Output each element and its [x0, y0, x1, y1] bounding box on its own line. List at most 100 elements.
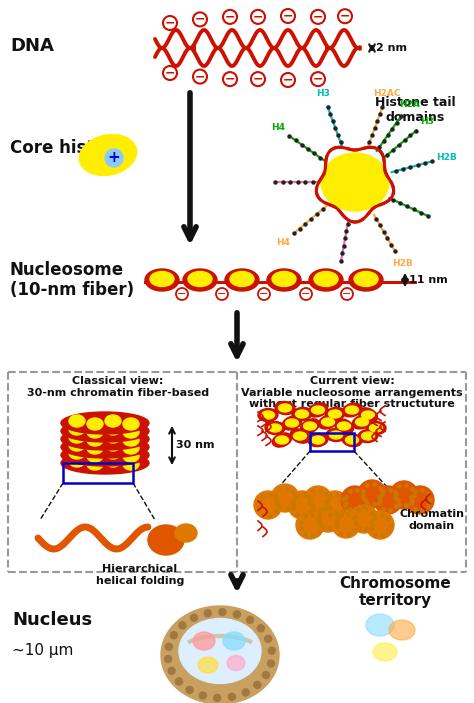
Circle shape — [264, 636, 272, 643]
Circle shape — [288, 491, 316, 519]
Ellipse shape — [311, 436, 325, 444]
Text: −: − — [253, 11, 263, 23]
Ellipse shape — [105, 423, 121, 435]
Circle shape — [374, 486, 402, 514]
Ellipse shape — [61, 420, 149, 442]
Ellipse shape — [342, 433, 362, 447]
Ellipse shape — [198, 657, 218, 673]
Circle shape — [233, 611, 240, 618]
Circle shape — [341, 486, 369, 514]
Ellipse shape — [327, 428, 346, 442]
Ellipse shape — [179, 619, 261, 683]
Text: Hierarchical
helical folding: Hierarchical helical folding — [96, 564, 184, 586]
Ellipse shape — [349, 269, 383, 291]
Ellipse shape — [87, 434, 103, 446]
Text: H2B: H2B — [436, 153, 456, 162]
Circle shape — [186, 686, 193, 693]
Circle shape — [254, 681, 261, 688]
Ellipse shape — [358, 430, 378, 443]
Text: −: − — [177, 289, 187, 299]
Text: H2A: H2A — [399, 100, 419, 109]
Text: Current view:
Variable nucleosome arrangements
without regular fiber structuture: Current view: Variable nucleosome arrang… — [241, 376, 463, 409]
Circle shape — [296, 511, 324, 539]
Circle shape — [332, 510, 360, 538]
Circle shape — [175, 678, 182, 685]
Circle shape — [170, 632, 177, 639]
Ellipse shape — [275, 436, 289, 444]
Ellipse shape — [366, 421, 386, 434]
Text: +: + — [108, 150, 120, 165]
Ellipse shape — [358, 408, 378, 422]
Ellipse shape — [230, 271, 254, 287]
Text: −: − — [225, 72, 235, 86]
Ellipse shape — [329, 431, 343, 439]
Ellipse shape — [328, 410, 341, 418]
Ellipse shape — [105, 415, 121, 427]
Ellipse shape — [105, 431, 121, 443]
Ellipse shape — [87, 418, 103, 430]
Text: H3: H3 — [316, 89, 329, 98]
Ellipse shape — [61, 428, 149, 450]
Ellipse shape — [311, 406, 325, 414]
Ellipse shape — [193, 632, 215, 650]
Ellipse shape — [362, 411, 374, 419]
Ellipse shape — [366, 614, 394, 636]
Ellipse shape — [334, 420, 354, 432]
Circle shape — [165, 655, 172, 662]
Text: H4: H4 — [271, 123, 285, 132]
Ellipse shape — [69, 415, 85, 427]
Text: −: − — [225, 11, 235, 23]
Ellipse shape — [314, 271, 338, 287]
Text: −: − — [165, 16, 175, 30]
Ellipse shape — [342, 403, 362, 417]
Circle shape — [242, 689, 249, 696]
Circle shape — [214, 695, 221, 702]
Ellipse shape — [356, 418, 368, 426]
Circle shape — [228, 693, 236, 700]
Circle shape — [219, 609, 226, 616]
Ellipse shape — [61, 444, 149, 466]
Ellipse shape — [293, 432, 307, 440]
Ellipse shape — [291, 429, 310, 443]
Ellipse shape — [225, 269, 259, 291]
Ellipse shape — [285, 419, 299, 427]
Ellipse shape — [295, 410, 309, 418]
Circle shape — [254, 491, 282, 519]
Ellipse shape — [79, 134, 137, 176]
Ellipse shape — [309, 269, 343, 291]
Circle shape — [406, 486, 434, 514]
Ellipse shape — [267, 269, 301, 291]
Ellipse shape — [87, 458, 103, 470]
Ellipse shape — [105, 447, 121, 459]
Ellipse shape — [87, 426, 103, 438]
Ellipse shape — [352, 415, 372, 429]
Ellipse shape — [150, 271, 174, 287]
Ellipse shape — [275, 401, 295, 415]
Ellipse shape — [105, 439, 121, 451]
Text: −: − — [313, 72, 323, 86]
Ellipse shape — [148, 525, 184, 555]
Ellipse shape — [321, 153, 389, 211]
Circle shape — [304, 486, 332, 514]
Text: −: − — [283, 74, 293, 86]
Text: 30 nm: 30 nm — [176, 440, 215, 450]
Circle shape — [321, 491, 349, 519]
Ellipse shape — [123, 442, 139, 454]
Ellipse shape — [87, 442, 103, 454]
Circle shape — [204, 610, 211, 617]
Ellipse shape — [283, 416, 301, 430]
Ellipse shape — [69, 423, 85, 435]
Ellipse shape — [188, 271, 212, 287]
Ellipse shape — [227, 655, 245, 671]
Ellipse shape — [354, 271, 378, 287]
Ellipse shape — [373, 643, 397, 661]
Text: −: − — [253, 72, 263, 86]
Text: Histone tail
domains: Histone tail domains — [374, 96, 456, 124]
Ellipse shape — [292, 408, 312, 420]
Ellipse shape — [123, 458, 139, 470]
Circle shape — [263, 671, 270, 678]
Bar — [63, 463, 133, 483]
Ellipse shape — [279, 404, 292, 412]
Text: Core histone: Core histone — [10, 139, 129, 157]
Circle shape — [314, 504, 342, 532]
